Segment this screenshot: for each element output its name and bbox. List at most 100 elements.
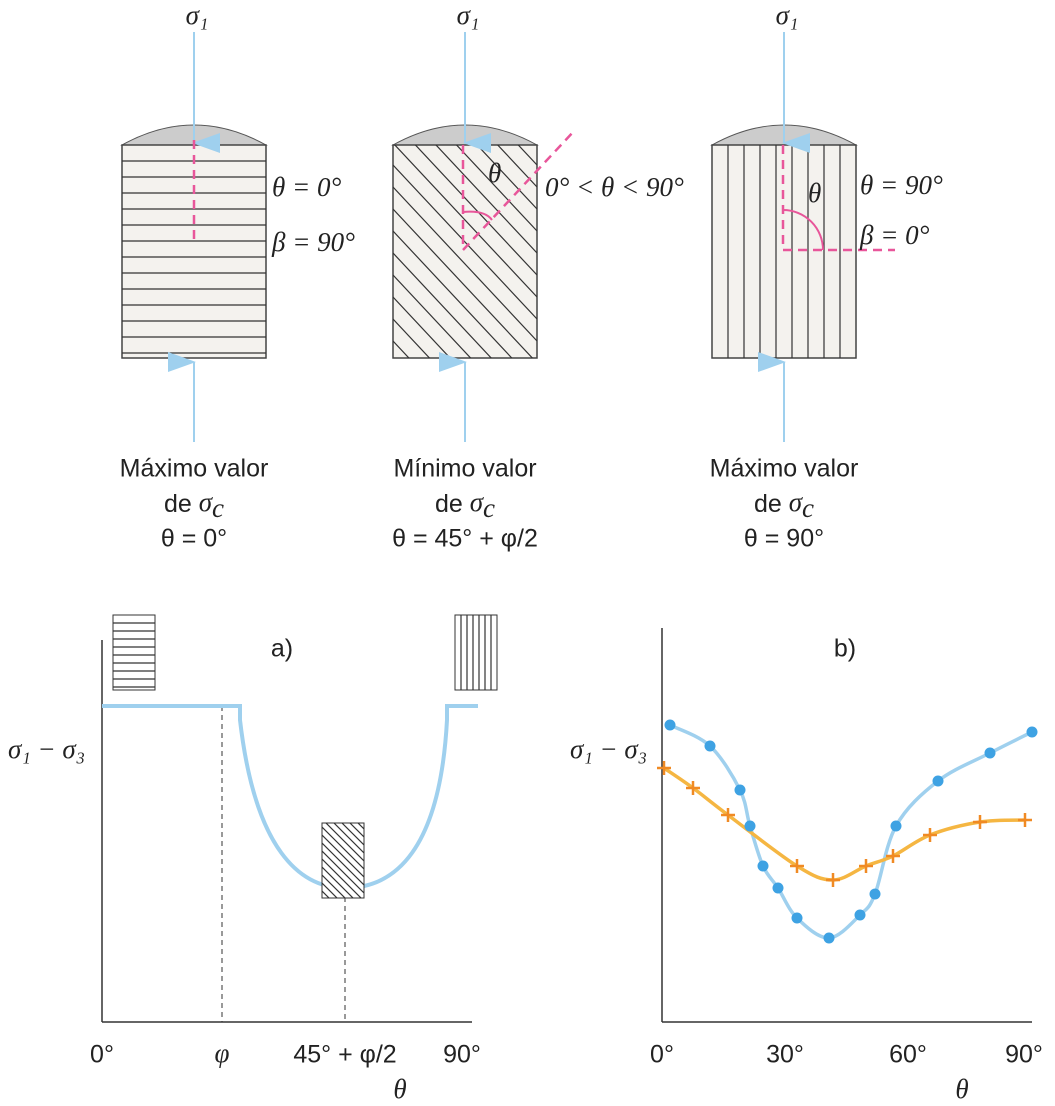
caption: de σc	[754, 487, 814, 523]
point	[664, 719, 676, 731]
y-label: σ₁ − σ₃	[8, 734, 85, 764]
bedding	[393, 208, 534, 358]
mini-specimen	[112, 614, 156, 691]
caption: de σc	[435, 487, 495, 523]
bedding	[322, 747, 364, 789]
specimen	[121, 144, 267, 359]
load-label: σ₁	[457, 0, 480, 30]
point	[886, 849, 900, 863]
theta: θ	[488, 158, 501, 188]
caption: θ = 0°	[161, 525, 227, 553]
point	[854, 909, 866, 921]
x-label: 30°	[766, 1041, 804, 1069]
point	[1026, 726, 1038, 738]
angle-label: β = 90°	[271, 227, 355, 257]
bedding	[393, 296, 451, 358]
plane-normal	[781, 145, 895, 252]
point	[869, 888, 881, 900]
bedding	[322, 834, 364, 878]
plane-normal	[461, 129, 576, 254]
bedding	[349, 823, 364, 838]
bedding	[496, 145, 537, 188]
angle-label: 0° < θ < 90°	[545, 172, 684, 202]
caption: Máximo valor	[120, 455, 269, 483]
curve	[102, 704, 478, 891]
point	[757, 860, 769, 872]
bedding	[322, 739, 364, 781]
caption-part: c	[483, 493, 495, 523]
bedding	[322, 882, 338, 898]
x-label: 45° + φ/2	[293, 1041, 396, 1069]
x-label: 90°	[1005, 1041, 1043, 1069]
hatching	[122, 160, 266, 354]
bedding	[341, 823, 364, 846]
hatching	[727, 145, 841, 358]
bedding	[393, 186, 537, 342]
load-label: σ₁	[776, 0, 799, 30]
point	[704, 740, 716, 752]
x-label: 0°	[90, 1041, 114, 1069]
caption: de σc	[164, 487, 224, 523]
caption-part: c	[212, 493, 224, 523]
angle-arc	[782, 209, 824, 251]
bedding	[435, 145, 537, 254]
curve	[663, 766, 1026, 882]
x-label: 90°	[443, 1041, 481, 1069]
bedding	[322, 755, 364, 797]
point	[973, 815, 987, 829]
caption: Mínimo valor	[393, 455, 536, 483]
theta: θ	[808, 178, 821, 208]
bedding	[322, 899, 364, 941]
bedding	[322, 858, 362, 898]
y-label: σ₁ − σ₃	[570, 734, 647, 764]
hatching	[322, 739, 364, 941]
point	[1018, 813, 1032, 827]
bedding	[414, 145, 537, 276]
panel-b: b) σ₁ − σ₃ 0° 30° 60° 90° θ	[570, 628, 1043, 1104]
panel-label: b)	[834, 635, 856, 663]
bedding	[393, 164, 537, 320]
caption-part: de	[435, 490, 470, 518]
point	[721, 808, 735, 822]
caption-part: de	[754, 490, 789, 518]
point	[890, 820, 902, 832]
caption-part: c	[802, 493, 814, 523]
angle-arc	[462, 210, 493, 221]
point	[932, 775, 944, 787]
angle-label: β = 0°	[859, 220, 930, 250]
panel-a: a) σ₁ − σ₃ 0° φ 45° + φ/2 90° θ	[8, 614, 498, 1104]
caption: θ = 90°	[744, 525, 824, 553]
bedding	[394, 145, 537, 298]
point	[790, 859, 804, 873]
caption-part: de	[164, 490, 199, 518]
bedding	[325, 823, 364, 862]
bedding	[322, 826, 364, 870]
caption-part: σ	[789, 487, 804, 517]
point	[923, 828, 937, 842]
point	[657, 761, 671, 775]
point	[823, 932, 835, 944]
bedding	[476, 145, 537, 210]
caption-part: σ	[470, 487, 485, 517]
bedding	[322, 779, 364, 821]
caption: Máximo valor	[710, 455, 859, 483]
bedding	[393, 252, 493, 358]
bedding	[322, 842, 364, 886]
angle-label: θ = 90°	[860, 170, 943, 200]
point	[772, 882, 784, 894]
bedding	[322, 874, 346, 898]
hatching	[393, 145, 537, 358]
point	[744, 820, 756, 832]
bedding	[322, 771, 364, 813]
bedding	[393, 230, 513, 358]
x-title: θ	[955, 1074, 968, 1104]
bedding	[322, 850, 364, 894]
x-label: 0°	[650, 1041, 674, 1069]
caption: θ = 45° + φ/2	[392, 525, 538, 553]
point	[686, 781, 700, 795]
panel-label: a)	[271, 635, 293, 663]
mini-specimen	[454, 614, 498, 691]
bedding	[322, 763, 364, 805]
